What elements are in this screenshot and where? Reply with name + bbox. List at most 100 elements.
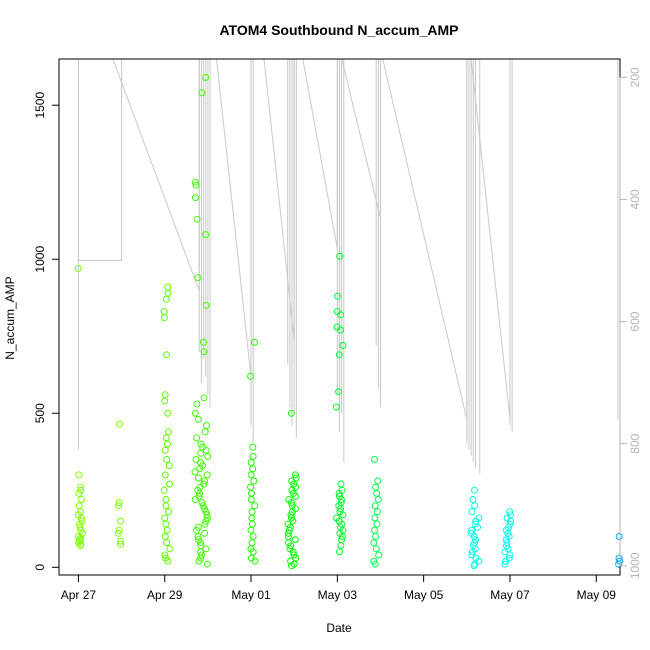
data-point xyxy=(248,520,256,528)
data-point xyxy=(200,338,207,346)
data-point xyxy=(615,554,623,562)
data-point xyxy=(200,394,208,402)
x-tick-label: Apr 29 xyxy=(147,588,183,602)
data-point xyxy=(75,537,83,545)
data-point xyxy=(374,477,382,485)
data-point xyxy=(332,403,340,411)
data-point xyxy=(194,523,202,531)
data-point xyxy=(506,508,514,516)
data-point xyxy=(199,502,207,510)
data-point xyxy=(247,372,255,380)
data-point xyxy=(161,397,169,405)
data-point xyxy=(197,551,205,559)
data-point xyxy=(337,480,345,488)
x-tick-label: May 07 xyxy=(490,588,530,602)
data-point xyxy=(162,434,170,442)
data-point xyxy=(471,486,478,494)
secondary-line xyxy=(77,58,513,420)
data-point xyxy=(161,551,169,559)
y-tick-label: 0 xyxy=(33,564,47,571)
data-point xyxy=(200,480,208,488)
data-point xyxy=(117,517,125,525)
data-point xyxy=(291,471,299,479)
data-point xyxy=(117,540,125,548)
data-point xyxy=(247,496,255,503)
data-point xyxy=(194,474,202,482)
x-axis-label: Date xyxy=(326,621,352,635)
data-point xyxy=(163,456,171,463)
data-point xyxy=(202,74,210,81)
data-point xyxy=(163,526,171,534)
x-tick-label: May 03 xyxy=(318,588,358,602)
data-point xyxy=(201,477,208,485)
data-point xyxy=(191,409,199,417)
secondary-y-axis: 200 400 600 800 1000 xyxy=(619,67,642,579)
data-point xyxy=(370,557,378,565)
data-point xyxy=(284,520,292,528)
data-point xyxy=(285,496,293,503)
data-point xyxy=(201,529,209,537)
data-point xyxy=(335,388,343,396)
y2-tick-label: 400 xyxy=(628,189,642,209)
data-point xyxy=(471,502,479,510)
data-point xyxy=(166,545,174,553)
data-point xyxy=(191,178,199,186)
data-point xyxy=(506,551,514,559)
data-point xyxy=(247,554,255,562)
data-point xyxy=(162,554,170,562)
data-point xyxy=(469,496,477,503)
data-point xyxy=(506,520,514,528)
data-point xyxy=(371,526,378,534)
y2-tick-label: 200 xyxy=(628,67,642,87)
data-point xyxy=(197,542,205,550)
data-point xyxy=(204,452,212,460)
data-point xyxy=(165,462,173,470)
data-point xyxy=(191,194,199,202)
data-point xyxy=(468,526,476,534)
data-point xyxy=(115,499,123,507)
y-axis: 0 500 1000 1500 xyxy=(33,92,60,571)
data-point xyxy=(336,492,343,500)
data-point xyxy=(75,502,83,510)
data-point xyxy=(333,308,341,316)
x-tick-label: May 09 xyxy=(577,588,617,602)
data-point xyxy=(507,511,514,519)
data-point xyxy=(371,502,379,510)
data-point xyxy=(202,545,210,553)
data-point xyxy=(249,452,257,460)
data-point xyxy=(372,483,380,491)
data-point xyxy=(291,536,299,544)
data-point xyxy=(249,533,257,540)
y-tick-label: 500 xyxy=(33,403,47,423)
data-point xyxy=(164,289,172,297)
secondary-series xyxy=(77,58,621,475)
data-point xyxy=(116,420,123,428)
data-point xyxy=(74,265,82,272)
data-point xyxy=(78,496,85,503)
data-point xyxy=(203,560,211,568)
data-point xyxy=(164,440,171,448)
data-point xyxy=(290,551,298,559)
data-point xyxy=(501,560,509,568)
data-point xyxy=(371,514,379,522)
data-point xyxy=(161,514,169,522)
data-point xyxy=(201,520,209,528)
data-point xyxy=(287,557,295,565)
data-point xyxy=(160,486,168,494)
data-point xyxy=(203,471,211,479)
data-point xyxy=(615,533,623,540)
data-point xyxy=(77,483,84,491)
data-point xyxy=(373,489,381,497)
data-point xyxy=(193,400,201,408)
data-point xyxy=(250,477,258,485)
data-point xyxy=(194,415,202,423)
data-point xyxy=(468,551,476,559)
y2-tick-label: 600 xyxy=(628,311,642,331)
data-point xyxy=(248,489,255,497)
data-point xyxy=(249,465,257,473)
data-point xyxy=(192,456,200,463)
data-point xyxy=(164,283,172,291)
data-point xyxy=(251,338,258,346)
data-point xyxy=(193,434,201,442)
